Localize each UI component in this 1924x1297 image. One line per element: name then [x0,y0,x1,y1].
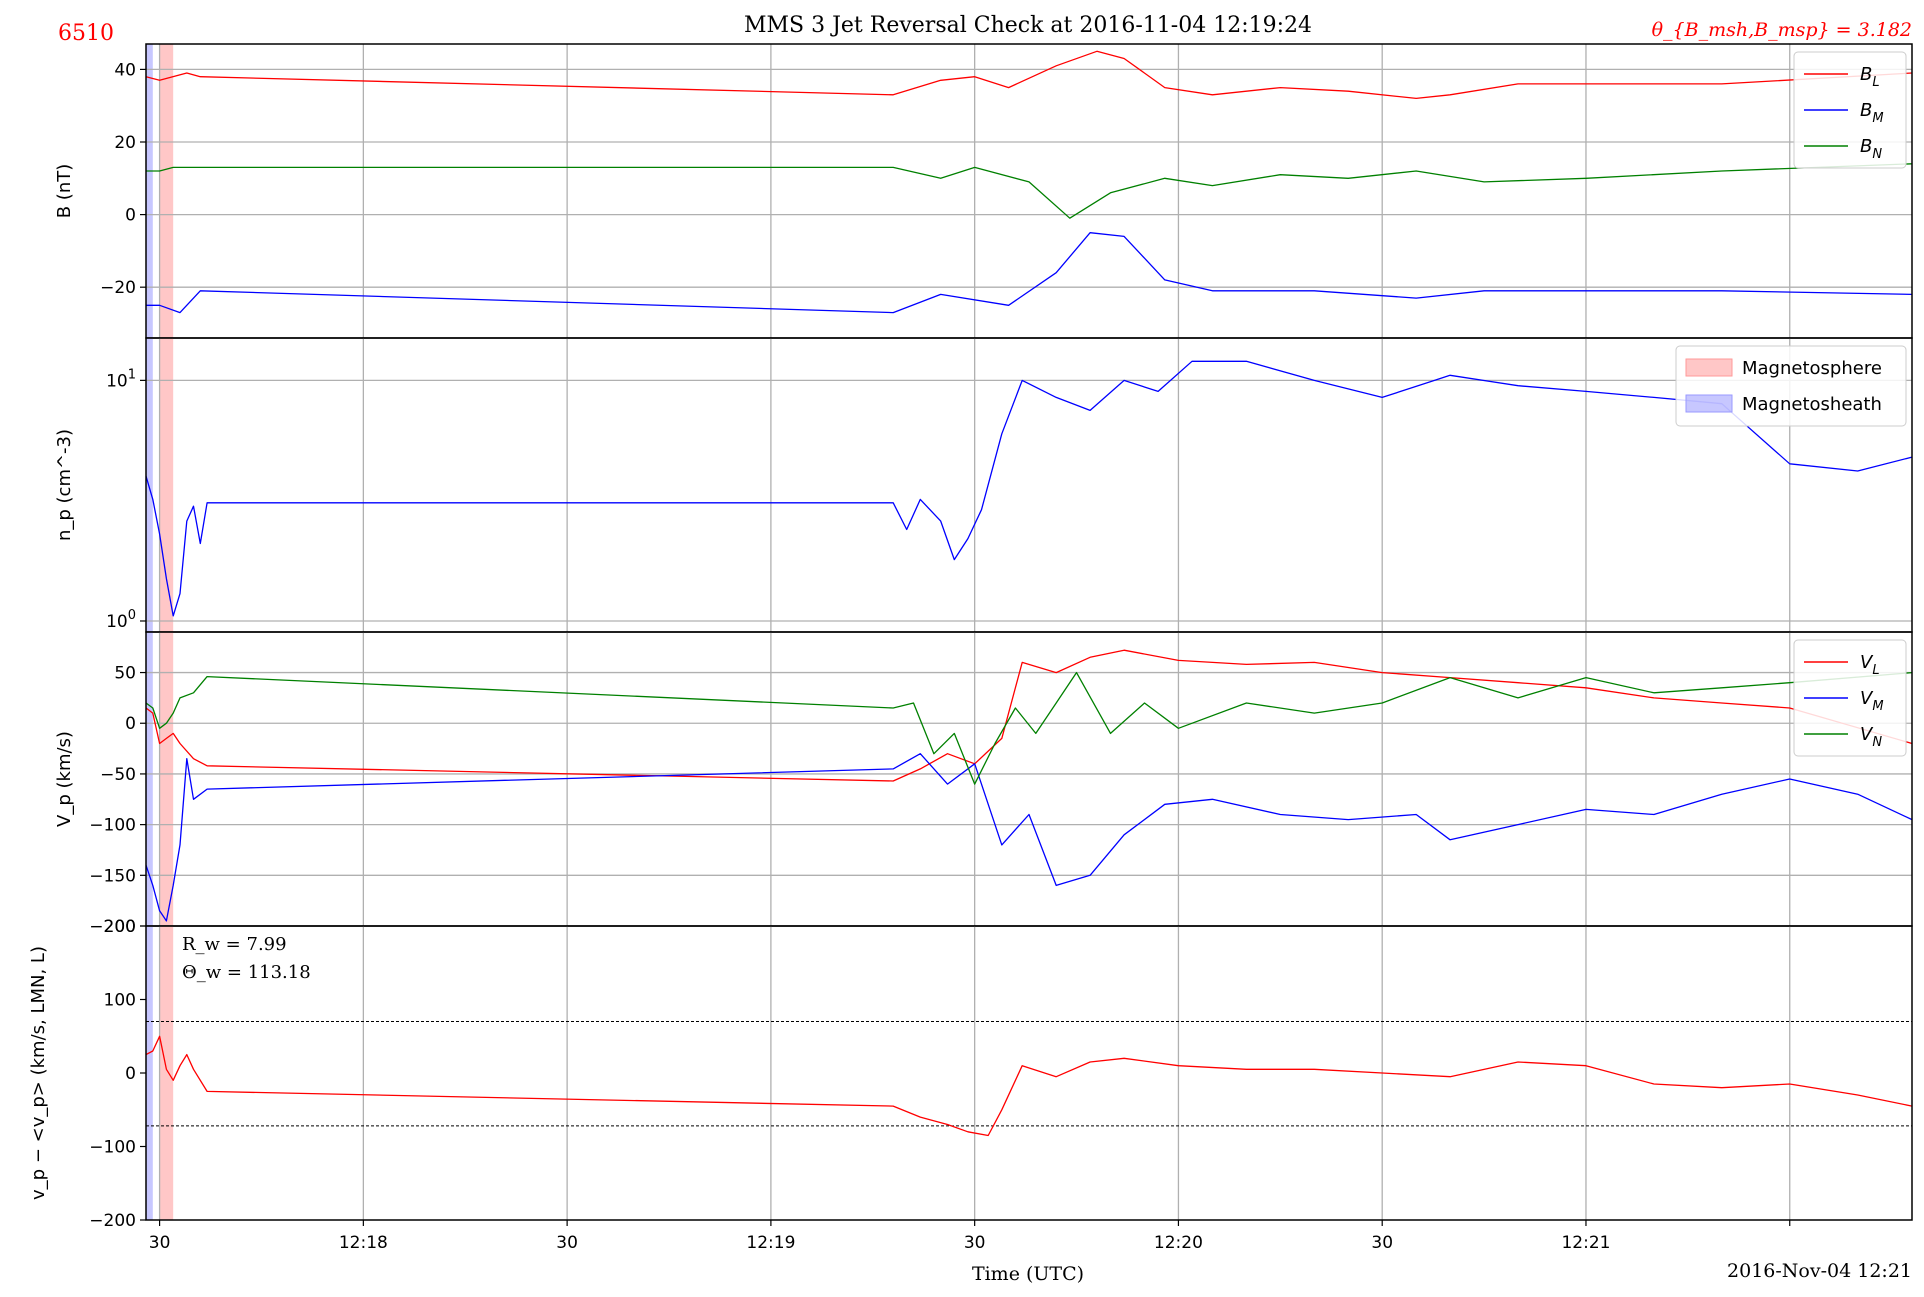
panel-frame [145,43,1913,339]
legend-label: BM [1860,100,1884,126]
y-tick-label: 20 [114,133,136,153]
series-line-b-l [145,50,1913,100]
x-tick-label: 30 [964,1233,986,1253]
annotation-text: Θ_w = 113.18 [182,962,311,983]
y-tick-label: 101 [106,367,136,391]
series-line-v-l [145,649,1913,782]
shaded-region-magnetosheath [146,44,153,338]
series-line-n-p [145,360,1913,617]
y-tick-label: 40 [114,60,136,80]
x-tick-label: 30 [556,1233,578,1253]
series-line-b-m [146,232,1913,314]
theta-label: θ_{B_msh,B_msp} = 3.182 [1652,19,1912,41]
shaded-region-magnetosheath [146,926,153,1220]
y-tick-label: −200 [89,917,136,937]
x-tick-label: 12:20 [1154,1233,1203,1253]
legend-swatch-magnetosphere [1685,358,1733,377]
legend-label: VN [1860,724,1882,750]
y-tick-label: −200 [89,1211,136,1231]
y-tick-label: −100 [89,816,136,836]
legend-label: VL [1860,652,1880,678]
series-line-b-n [146,163,1913,219]
shaded-region-magnetosphere [159,632,174,926]
legend-label: BN [1860,136,1882,162]
y-tick-label: −50 [100,765,136,785]
y-axis-label: v_p − <v_p> (km/s, LMN, L) [28,946,49,1200]
x-tick-label: 12:19 [746,1233,795,1253]
panel-frame [145,631,1913,927]
date-label: 2016-Nov-04 12:21 [1727,1260,1912,1282]
panel-id-label: 6510 [58,21,114,46]
y-tick-label: 100 [106,608,136,632]
y-tick-label: −150 [89,866,136,886]
y-axis-label: V_p (km/s) [54,731,75,827]
x-tick-label: 12:21 [1561,1233,1610,1253]
x-tick-label: 30 [1371,1233,1393,1253]
shaded-region-magnetosphere [159,338,174,632]
legend-box [1793,51,1907,169]
y-tick-label: 0 [125,1064,136,1084]
y-tick-label: −20 [100,278,136,298]
series-line-v-n [145,671,1913,785]
y-tick-label: −100 [89,1138,136,1158]
y-tick-label: 0 [125,714,136,734]
y-axis-label: B (nT) [54,164,75,219]
legend-box [1675,345,1907,427]
panel-frame [145,925,1913,1221]
x-tick-label: 12:18 [339,1233,388,1253]
shaded-region-magnetosphere [159,926,174,1220]
series-line-v-m [145,753,1913,922]
shaded-region-magnetosphere [159,44,174,338]
annotation-text: R_w = 7.99 [182,934,287,955]
x-tick-label: 30 [149,1233,171,1253]
legend-label: Magnetosphere [1742,358,1882,379]
legend-swatch-magnetosheath [1685,394,1733,413]
chart-title: MMS 3 Jet Reversal Check at 2016-11-04 1… [744,13,1312,38]
legend-label: Magnetosheath [1742,394,1882,415]
panel-frame [145,337,1913,633]
y-tick-label: 0 [125,206,136,226]
series-line-v-l-v-l- [145,1035,1913,1137]
legend-label: BL [1860,64,1880,90]
shaded-region-magnetosheath [146,338,153,632]
legend-label: VM [1860,688,1884,714]
y-tick-label: 200 [104,917,136,937]
y-axis-label: n_p (cm^-3) [54,429,75,541]
x-axis-label: Time (UTC) [972,1263,1084,1285]
legend-box [1793,639,1907,757]
y-tick-label: 100 [104,991,136,1011]
shaded-region-magnetosheath [146,632,153,926]
y-tick-label: 50 [114,664,136,684]
